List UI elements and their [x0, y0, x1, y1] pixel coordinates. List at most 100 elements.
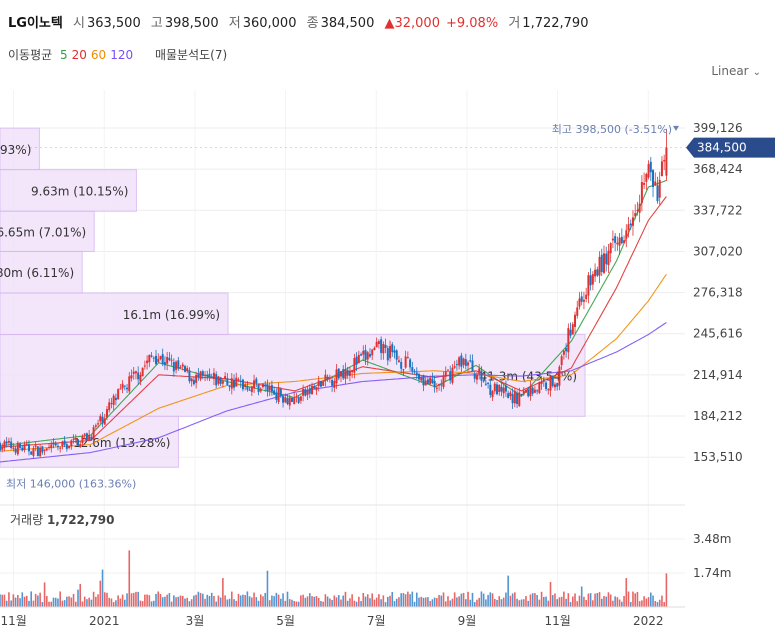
candle-body	[25, 443, 28, 445]
low-label: 저	[228, 16, 241, 31]
candle-body	[368, 354, 371, 357]
candle-body	[475, 374, 478, 380]
volume-bar	[462, 592, 465, 607]
volume-bar	[378, 594, 380, 607]
candle-body	[183, 366, 186, 372]
volume-bar	[251, 597, 253, 607]
candle-body	[90, 436, 93, 441]
candle-body	[438, 384, 441, 386]
volume-bar	[306, 596, 309, 607]
volume-bar	[17, 594, 19, 607]
volume-bar	[609, 594, 612, 607]
candle-body	[446, 369, 449, 371]
candle-body	[478, 368, 481, 374]
candle-body	[10, 441, 13, 449]
candle-body	[645, 173, 648, 182]
candle-body	[467, 362, 470, 366]
y-tick-label: 337,722	[693, 203, 743, 217]
volume-bar	[322, 601, 324, 607]
volume-bar	[144, 594, 146, 607]
candle-body	[161, 354, 164, 365]
volume-bar	[411, 591, 414, 607]
candle-body	[418, 374, 421, 380]
candle-body	[244, 384, 247, 387]
volume-bar	[456, 597, 458, 607]
volume-bar	[393, 601, 396, 607]
volume-bar	[282, 593, 284, 607]
volume-bar	[59, 591, 61, 607]
high-value: 398,500	[164, 16, 219, 31]
volume-bar	[150, 601, 153, 607]
candle-body	[32, 448, 35, 456]
volume-bar	[226, 599, 229, 607]
candle-body	[56, 445, 59, 447]
candle-body	[616, 242, 619, 245]
candle-body	[484, 383, 487, 385]
candle-body	[70, 440, 73, 447]
x-tick-label: 11월	[0, 614, 26, 628]
volume-bar	[224, 595, 226, 607]
volume-bar	[266, 570, 269, 607]
candle-body	[52, 442, 55, 445]
volume-profile-label: 16.1m (16.99%)	[123, 308, 220, 322]
volume-bar	[302, 594, 304, 607]
volume-bar	[74, 601, 77, 607]
candle-body	[335, 369, 338, 384]
candle-body	[322, 382, 325, 386]
candle-body	[631, 217, 634, 226]
volume-bar	[502, 597, 505, 607]
volume-bar	[636, 591, 639, 607]
candle-body	[636, 209, 639, 211]
volume-bar	[63, 600, 66, 607]
x-tick-label: 11월	[544, 614, 570, 628]
candle-body	[426, 379, 429, 384]
candle-body	[395, 350, 398, 360]
volume-bar	[197, 591, 200, 607]
volume-bar	[34, 593, 37, 607]
candle-body	[123, 385, 126, 387]
volume-bar	[469, 599, 472, 607]
candle-body	[355, 356, 358, 365]
volume-bar	[578, 595, 581, 607]
candle-body	[103, 418, 106, 425]
volume-profile-button[interactable]: 매물분석도(7)	[154, 48, 228, 62]
time-axis: 11월 2021 3월 5월 7월 9월 11월 2022	[0, 606, 685, 628]
volume-bar	[549, 582, 552, 607]
volume-bar	[222, 578, 224, 607]
candle-body	[357, 354, 360, 363]
moving-average-button[interactable]: 이동평균 5 20 60 120	[8, 48, 141, 62]
candle-body	[471, 360, 474, 372]
candle-body	[647, 163, 650, 178]
volume-bar	[61, 600, 64, 607]
volume-bar	[623, 595, 625, 607]
volume-bar	[255, 597, 258, 607]
volume-tick-label: 3.48m	[693, 532, 731, 546]
candle-body	[458, 357, 461, 366]
scale-toggle-button[interactable]: Linear ⌄	[711, 64, 761, 78]
volume-bar	[115, 600, 117, 607]
candle-body	[34, 445, 37, 447]
candle-body	[449, 371, 452, 381]
candle-body	[469, 360, 472, 362]
candle-body	[625, 230, 628, 239]
volume-bar	[297, 601, 300, 607]
y-tick-label: 307,020	[693, 244, 743, 258]
candle-body	[627, 224, 630, 230]
ma-120: 120	[110, 48, 134, 62]
volume-bar	[560, 596, 563, 607]
change-value: ▲32,000	[384, 16, 440, 31]
volume-bar	[529, 594, 532, 607]
volume-bar	[177, 596, 180, 607]
volume-bar	[239, 595, 242, 607]
candle-body	[415, 372, 418, 376]
volume-bar	[204, 598, 206, 607]
x-tick-label: 2021	[89, 614, 120, 628]
volume-bar	[152, 600, 155, 607]
volume-bar	[293, 600, 295, 607]
candle-body	[433, 380, 436, 388]
volume-bar	[349, 598, 351, 607]
low-price-label: 최저 146,000 (163.36%)	[6, 477, 136, 490]
volume-bar	[166, 594, 168, 607]
volume-bar	[103, 592, 106, 607]
